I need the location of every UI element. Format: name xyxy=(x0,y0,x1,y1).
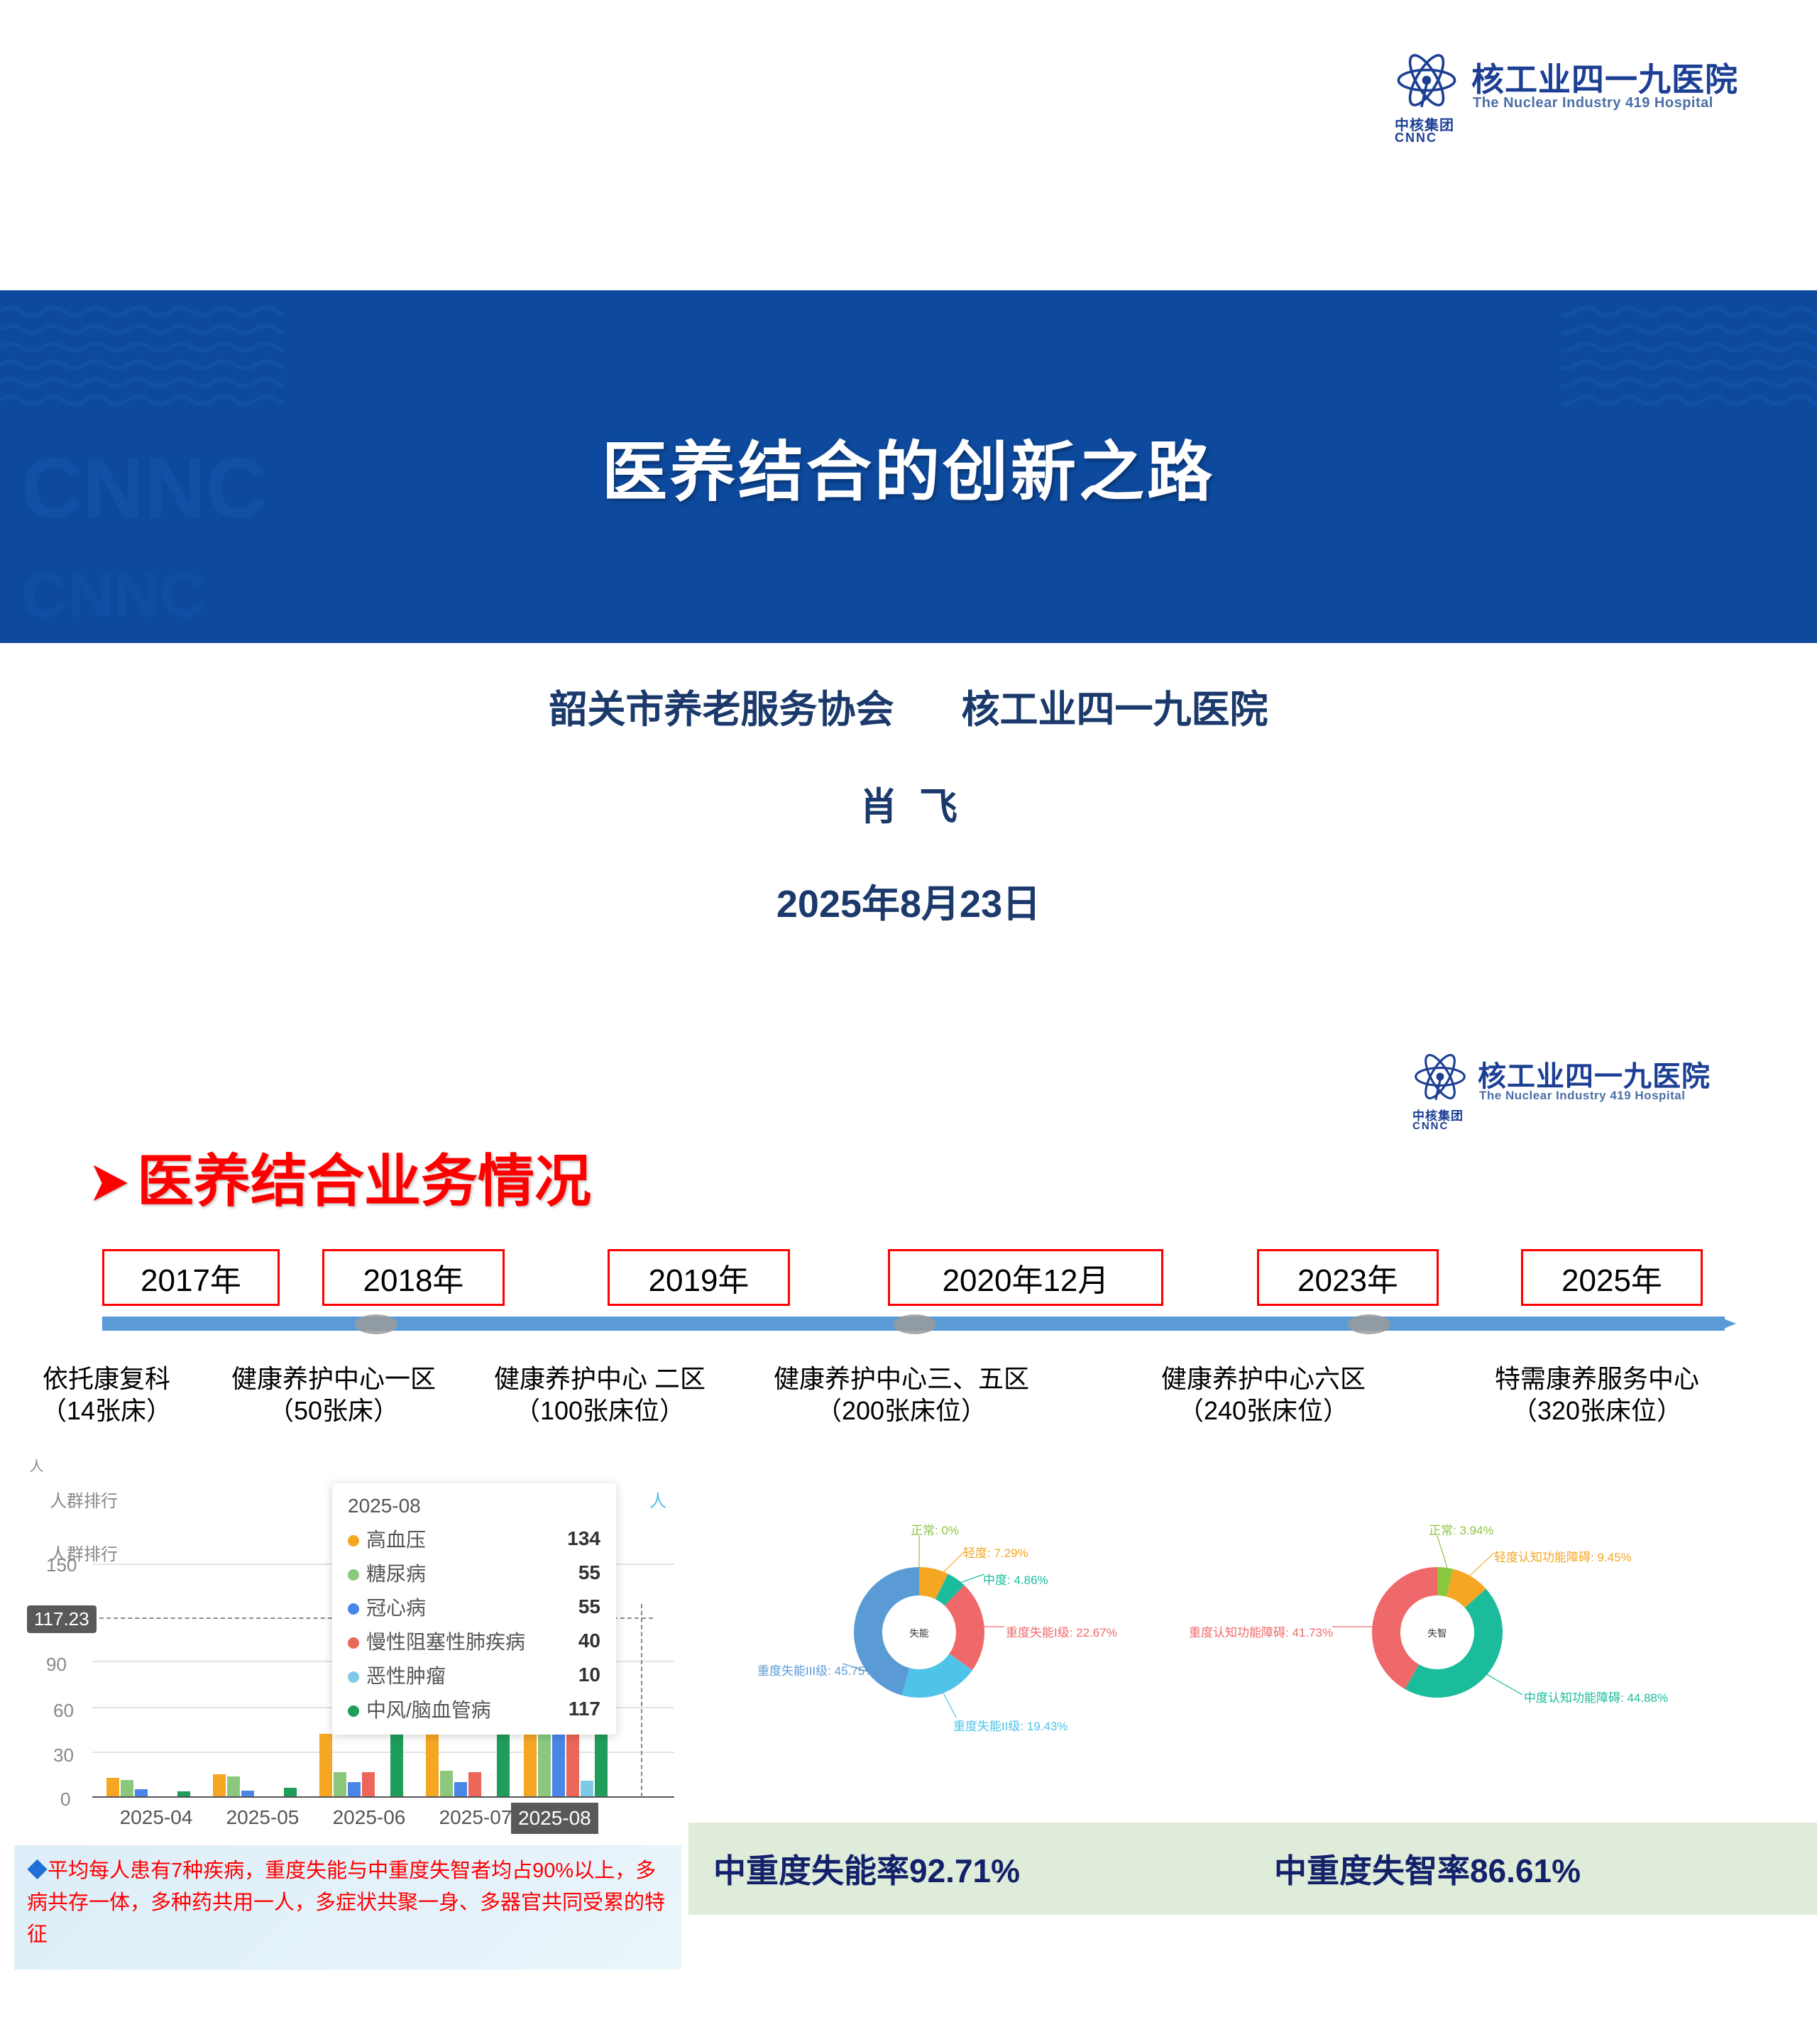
svg-text:失能: 失能 xyxy=(909,1628,929,1639)
svg-text:失智: 失智 xyxy=(1427,1628,1447,1639)
